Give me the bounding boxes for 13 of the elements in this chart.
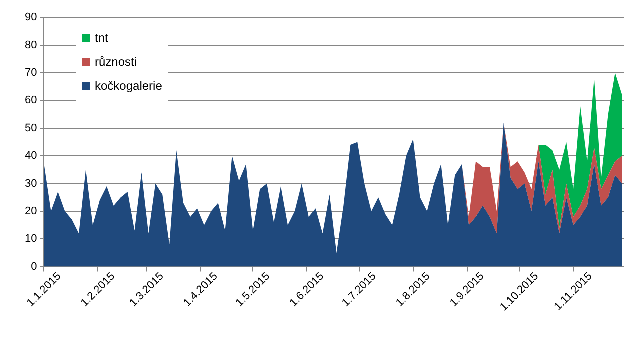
legend-label: tnt <box>95 30 108 47</box>
y-tick-label: 70 <box>24 67 38 80</box>
y-tick-label: 90 <box>24 12 38 24</box>
y-tick-label: 10 <box>24 233 38 246</box>
legend-label: různosti <box>95 54 138 71</box>
y-tick-label: 20 <box>24 205 38 218</box>
y-tick-label: 60 <box>24 94 38 107</box>
y-tick-label: 50 <box>24 122 38 134</box>
y-tick-label: 0 <box>31 260 38 273</box>
legend-label: kočkogalerie <box>95 78 162 95</box>
y-tick-label: 30 <box>24 178 38 190</box>
y-tick-label: 80 <box>24 39 38 52</box>
y-tick-label: 40 <box>24 150 38 162</box>
